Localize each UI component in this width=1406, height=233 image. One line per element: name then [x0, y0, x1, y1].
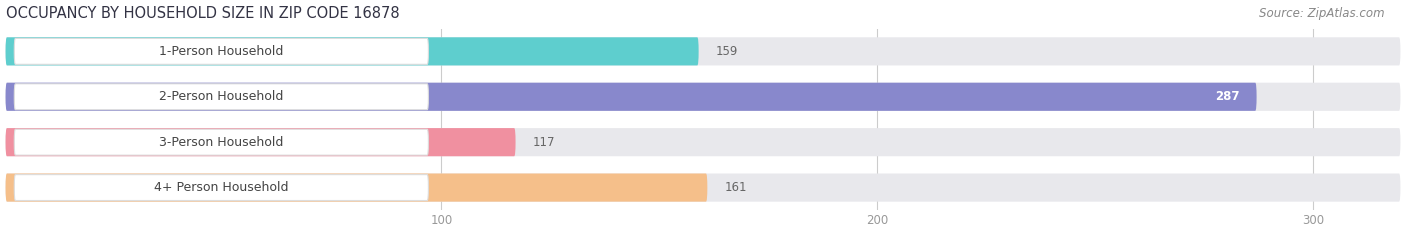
FancyBboxPatch shape: [6, 83, 1257, 111]
FancyBboxPatch shape: [14, 38, 429, 64]
Text: OCCUPANCY BY HOUSEHOLD SIZE IN ZIP CODE 16878: OCCUPANCY BY HOUSEHOLD SIZE IN ZIP CODE …: [6, 6, 399, 21]
Text: 159: 159: [716, 45, 738, 58]
Text: 1-Person Household: 1-Person Household: [159, 45, 284, 58]
Text: 161: 161: [725, 181, 748, 194]
FancyBboxPatch shape: [14, 175, 429, 201]
FancyBboxPatch shape: [14, 84, 429, 110]
FancyBboxPatch shape: [6, 83, 1400, 111]
Text: 3-Person Household: 3-Person Household: [159, 136, 284, 149]
FancyBboxPatch shape: [6, 128, 1400, 156]
FancyBboxPatch shape: [6, 174, 707, 202]
Text: Source: ZipAtlas.com: Source: ZipAtlas.com: [1260, 7, 1385, 20]
FancyBboxPatch shape: [6, 37, 699, 65]
FancyBboxPatch shape: [14, 129, 429, 155]
FancyBboxPatch shape: [6, 37, 1400, 65]
Text: 117: 117: [533, 136, 555, 149]
Text: 4+ Person Household: 4+ Person Household: [155, 181, 288, 194]
Text: 287: 287: [1215, 90, 1239, 103]
FancyBboxPatch shape: [6, 174, 1400, 202]
Text: 2-Person Household: 2-Person Household: [159, 90, 284, 103]
FancyBboxPatch shape: [6, 128, 516, 156]
